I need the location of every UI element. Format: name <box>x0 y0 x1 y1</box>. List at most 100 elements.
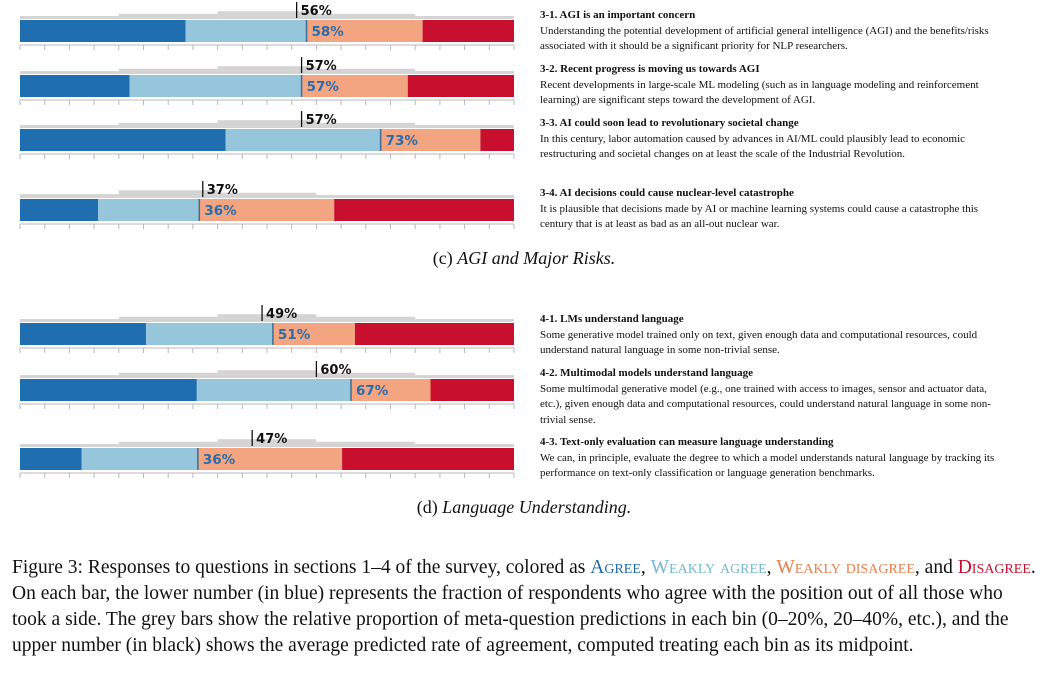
meta-bin-bar <box>118 122 218 128</box>
meta-bin-bar <box>118 13 218 19</box>
question-title: 3-2. Recent progress is moving us toward… <box>540 63 760 75</box>
bar-segment-weakly-disagree <box>380 129 481 151</box>
bar-segment-weakly-agree <box>196 379 351 401</box>
bar-segment-disagree <box>422 20 514 42</box>
agree-fraction-label: 36% <box>204 203 237 219</box>
meta-bin-bar <box>316 195 416 198</box>
meta-bin-bar <box>20 16 119 19</box>
meta-bin-bar <box>20 194 119 198</box>
legend-weakly-disagree: Weakly disagree <box>776 557 915 578</box>
meta-bin-bar <box>217 314 317 322</box>
question-text: Some multimodal generative model (e.g., … <box>540 382 991 426</box>
question-title: 3-1. AGI is an important concern <box>540 9 696 21</box>
meta-bin-bar <box>415 375 514 378</box>
caption-title: Language Understanding. <box>442 497 632 517</box>
predicted-label: 56% <box>301 4 332 19</box>
meta-bin-bar <box>20 125 119 128</box>
meta-bin-bar <box>316 441 416 447</box>
panel-c-caption: (c) AGI and Major Risks. <box>0 248 1048 269</box>
meta-bin-bar <box>316 372 416 378</box>
bar-segment-disagree <box>480 129 514 151</box>
predicted-label: 60% <box>320 363 351 378</box>
caption-label: (c) <box>432 248 453 268</box>
meta-bin-bar <box>217 120 317 128</box>
caption-sep: , and <box>914 557 958 578</box>
meta-bin-bar <box>20 375 119 378</box>
bar-segment-agree <box>20 129 226 151</box>
meta-bin-bar <box>415 16 514 19</box>
meta-bin-bar <box>217 66 317 74</box>
agree-fraction-label: 58% <box>312 24 345 40</box>
question-text: Recent developments in large-scale ML mo… <box>540 78 979 107</box>
predicted-label: 57% <box>306 59 337 74</box>
meta-bin-bar <box>217 370 317 378</box>
meta-bin-bar <box>20 319 119 322</box>
meta-bin-bar <box>118 441 218 447</box>
meta-bin-bar <box>316 122 416 128</box>
question-text: In this century, labor automation caused… <box>540 132 966 161</box>
panel-d-caption: (d) Language Understanding. <box>0 497 1048 518</box>
meta-bin-bar <box>118 316 218 322</box>
question-title: 4-2. Multimodal models understand langua… <box>540 367 753 379</box>
agree-fraction-label: 57% <box>307 79 340 95</box>
bar-segment-weakly-agree <box>145 323 273 345</box>
question-text: Some generative model trained only on te… <box>540 328 978 357</box>
meta-bin-bar <box>217 192 317 198</box>
caption-prefix: Figure 3: Responses to questions in sect… <box>12 557 591 578</box>
bar-segment-weakly-agree <box>225 129 381 151</box>
bar-segment-weakly-disagree <box>199 199 335 221</box>
question-title: 3-3. AI could soon lead to revolutionary… <box>540 117 799 129</box>
bar-segment-agree <box>20 199 99 221</box>
predicted-label: 37% <box>207 183 238 198</box>
agree-fraction-label: 73% <box>386 133 419 149</box>
bar-segment-disagree <box>354 323 514 345</box>
agree-fraction-label: 51% <box>278 327 311 343</box>
caption-label: (d) <box>416 497 438 517</box>
bar-segment-disagree <box>430 379 514 401</box>
bar-segment-weakly-agree <box>185 20 307 42</box>
question-text: We can, in principle, evaluate the degre… <box>540 451 995 480</box>
meta-bin-bar <box>415 195 514 198</box>
meta-bin-bar <box>217 11 317 19</box>
agree-fraction-label: 67% <box>356 383 389 399</box>
bar-segment-weakly-disagree <box>197 448 343 470</box>
question-3-1: 3-1. AGI is an important concern Underst… <box>540 8 1010 55</box>
survey-charts: 58% 56% 57% 57% 73% 57% 36% 37% 51% 49% 67% 60% 36% 4… <box>19 2 515 478</box>
question-4-1: 4-1. LMs understand language Some genera… <box>540 312 1010 359</box>
bar-segment-weakly-agree <box>81 448 198 470</box>
bar-segment-disagree <box>407 75 514 97</box>
question-title: 3-4. AI decisions could cause nuclear-le… <box>540 187 794 199</box>
question-3-2: 3-2. Recent progress is moving us toward… <box>540 62 1010 109</box>
bar-segment-agree <box>20 20 186 42</box>
caption-sep: , <box>766 557 777 578</box>
legend-disagree: Disagree <box>957 557 1031 578</box>
bar-segment-disagree <box>342 448 514 470</box>
meta-bin-bar <box>316 13 416 19</box>
question-text: It is plausible that decisions made by A… <box>540 202 979 231</box>
meta-bin-bar <box>415 71 514 74</box>
caption-rest: . On each bar, the lower number (in blue… <box>12 557 1036 656</box>
question-text: Understanding the potential development … <box>540 24 989 53</box>
legend-weakly-agree: Weakly agree <box>650 557 767 578</box>
question-4-2: 4-2. Multimodal models understand langua… <box>540 366 1010 428</box>
bar-segment-weakly-disagree <box>301 75 408 97</box>
bar-segment-agree <box>20 379 197 401</box>
legend-agree: Agree <box>590 557 641 578</box>
meta-bin-bar <box>20 444 119 447</box>
predicted-label: 57% <box>306 113 337 128</box>
meta-bin-bar <box>118 372 218 378</box>
question-3-3: 3-3. AI could soon lead to revolutionary… <box>540 116 1010 163</box>
caption-title: AGI and Major Risks. <box>457 248 616 268</box>
predicted-label: 47% <box>256 432 287 447</box>
bar-segment-agree <box>20 75 130 97</box>
meta-bin-bar <box>316 316 416 322</box>
bar-segment-weakly-disagree <box>306 20 423 42</box>
question-title: 4-3. Text-only evaluation can measure la… <box>540 436 834 448</box>
meta-bin-bar <box>316 68 416 74</box>
question-4-3: 4-3. Text-only evaluation can measure la… <box>540 435 1010 482</box>
meta-bin-bar <box>118 190 218 198</box>
question-title: 4-1. LMs understand language <box>540 313 684 325</box>
bar-segment-weakly-agree <box>98 199 200 221</box>
bar-segment-agree <box>20 323 146 345</box>
bar-segment-weakly-agree <box>129 75 302 97</box>
